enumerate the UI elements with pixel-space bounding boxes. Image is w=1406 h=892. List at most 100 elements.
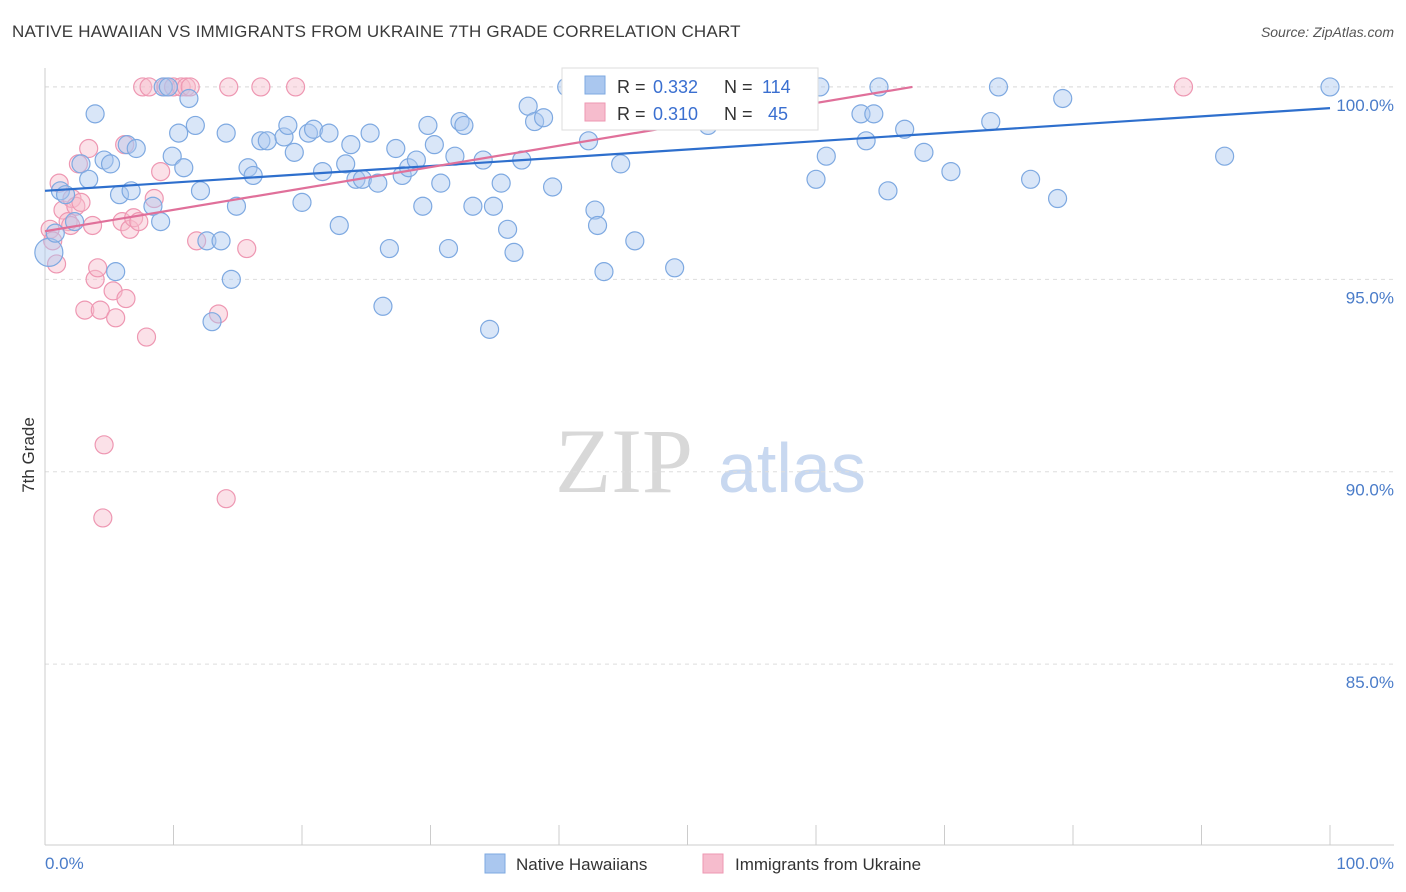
data-point <box>174 158 194 178</box>
data-point <box>71 192 91 212</box>
data-point <box>413 196 433 216</box>
data-point <box>480 319 500 339</box>
data-point <box>483 196 504 216</box>
stats-r-value-pink: 0.310 <box>653 104 698 124</box>
data-point <box>298 123 319 143</box>
data-point <box>143 196 163 216</box>
data-point <box>211 231 231 251</box>
data-point <box>94 435 114 455</box>
data-point <box>373 296 393 316</box>
data-point <box>1173 77 1194 97</box>
data-point <box>864 104 884 124</box>
data-point <box>90 300 110 320</box>
data-point <box>1047 188 1068 209</box>
data-point <box>816 146 836 166</box>
data-point <box>93 508 113 528</box>
data-point <box>988 77 1009 97</box>
data-point <box>79 169 99 189</box>
data-point <box>190 181 211 201</box>
data-point <box>368 173 388 193</box>
legend-label-native-hawaiians: Native Hawaiians <box>516 855 647 874</box>
data-point <box>243 165 263 186</box>
data-point <box>116 288 136 309</box>
data-point <box>216 489 236 509</box>
data-point <box>303 119 324 139</box>
data-point <box>611 154 631 174</box>
data-point <box>162 146 182 166</box>
data-point <box>221 269 241 289</box>
stats-n-label-pink: N = <box>724 104 753 124</box>
y-tick-label: 100.0% <box>1336 96 1394 115</box>
data-point <box>386 138 406 159</box>
data-point <box>151 161 171 182</box>
data-point <box>587 215 608 236</box>
data-point <box>278 115 298 136</box>
data-point <box>379 238 399 259</box>
data-point <box>285 77 306 97</box>
data-point <box>208 304 229 324</box>
legend-swatch-pink <box>702 853 724 874</box>
trend-line-blue <box>44 107 1331 192</box>
data-point <box>498 219 518 239</box>
stats-n-label-blue: N = <box>724 77 753 97</box>
data-point <box>43 231 63 251</box>
data-point <box>197 231 217 251</box>
data-point <box>418 115 438 136</box>
data-point <box>542 177 563 197</box>
data-point <box>533 108 554 128</box>
axes <box>44 68 1394 846</box>
data-point <box>187 231 207 251</box>
data-point <box>665 258 685 278</box>
data-point <box>75 300 95 320</box>
data-point <box>139 77 159 97</box>
data-point <box>424 135 444 155</box>
data-point <box>202 312 222 332</box>
data-point <box>126 138 146 159</box>
y-tick-label: 85.0% <box>1346 673 1394 692</box>
data-point <box>292 192 312 212</box>
stats-r-value-blue: 0.332 <box>653 77 698 97</box>
data-point <box>341 135 361 155</box>
data-point <box>856 131 876 151</box>
data-point <box>106 308 126 328</box>
data-point <box>504 242 524 263</box>
data-point <box>806 169 826 189</box>
data-point <box>941 161 961 182</box>
data-point <box>251 131 271 151</box>
data-point <box>251 77 271 97</box>
watermark-atlas: atlas <box>718 429 866 507</box>
legend-label-immigrants-from-ukraine: Immigrants from Ukraine <box>735 855 921 874</box>
data-point <box>257 131 277 151</box>
data-point <box>274 127 294 147</box>
data-point <box>169 123 189 143</box>
data-point <box>79 138 99 159</box>
data-point <box>625 231 645 251</box>
data-point <box>594 262 614 282</box>
stats-r-label-blue: R = <box>617 77 646 97</box>
data-point <box>491 173 511 193</box>
data-point <box>895 119 915 139</box>
data-point <box>153 77 173 97</box>
data-point <box>914 142 934 162</box>
data-point <box>85 104 105 124</box>
data-point <box>237 238 257 259</box>
data-point <box>450 111 470 132</box>
data-point <box>438 238 459 259</box>
data-point <box>431 173 451 193</box>
data-point <box>585 200 605 220</box>
data-point <box>144 188 164 209</box>
data-point <box>88 258 108 278</box>
legend-swatch-blue <box>484 853 506 874</box>
data-point <box>1215 146 1235 166</box>
data-point <box>463 196 483 216</box>
data-point <box>71 154 91 174</box>
data-point <box>319 123 339 143</box>
watermark-zip: ZIP <box>555 410 693 512</box>
data-point <box>106 262 126 282</box>
data-point <box>216 123 236 143</box>
stats-swatch-blue <box>584 75 606 95</box>
data-point <box>878 181 898 201</box>
data-point <box>284 142 304 162</box>
data-point <box>49 173 69 193</box>
chart-source: Source: ZipAtlas.com <box>1260 24 1394 40</box>
